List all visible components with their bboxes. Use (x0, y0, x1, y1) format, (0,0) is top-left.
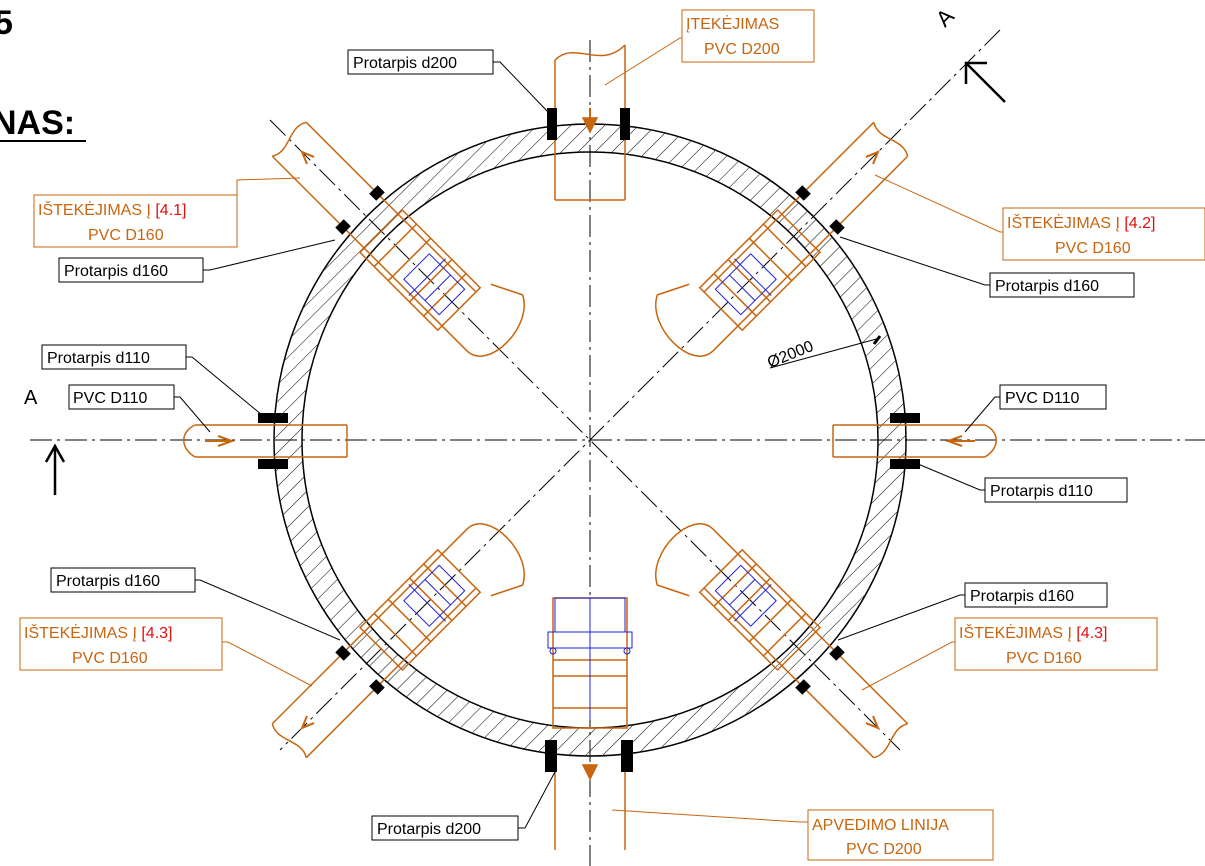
section-letter-left: A (24, 387, 38, 409)
callout-inlet-top: ĮTEKĖJIMAS PVC D200 (681, 9, 815, 63)
svg-text:PVC D200: PVC D200 (704, 41, 780, 58)
inlet-pipe-top (547, 44, 630, 201)
spacer-label-lower-right-d160: Protarpis d160 (964, 582, 1108, 608)
svg-text:Protarpis d200: Protarpis d200 (377, 821, 481, 838)
section-mark-left: A (24, 387, 66, 495)
spacer-left-top (258, 413, 288, 423)
svg-text:IŠTEKĖJIMAS Į [4.3]: IŠTEKĖJIMAS Į [4.3] (959, 623, 1108, 642)
svg-text:Protarpis d200: Protarpis d200 (353, 55, 457, 72)
svg-text:Protarpis d110: Protarpis d110 (990, 483, 1093, 500)
svg-text:IŠTEKĖJIMAS Į [4.3]: IŠTEKĖJIMAS Į [4.3] (24, 623, 173, 642)
svg-text:Protarpis d110: Protarpis d110 (47, 350, 150, 367)
header-title: NAS: (0, 104, 75, 142)
pipe-outlet-lower-right (655, 523, 909, 759)
svg-text:Protarpis d160: Protarpis d160 (995, 278, 1099, 295)
svg-text:Protarpis d160: Protarpis d160 (64, 263, 168, 280)
bypass-fitting (547, 597, 633, 720)
pipe-outlet-lower-left (271, 523, 525, 759)
spacer-label-upper-right-d160: Protarpis d160 (989, 272, 1135, 298)
svg-text:PVC D110: PVC D110 (1005, 390, 1080, 407)
pvc-label-left: PVC D110 (68, 384, 175, 410)
pipe-outlet-upper-left (271, 121, 525, 357)
spacer-label-upper-left-d160: Protarpis d160 (58, 257, 204, 283)
svg-text:Protarpis d160: Protarpis d160 (970, 588, 1074, 605)
spacer-label-bottom-d200: Protarpis d200 (371, 815, 519, 841)
spacer-label-lower-left-d160: Protarpis d160 (50, 567, 196, 593)
svg-text:PVC D160: PVC D160 (1006, 650, 1082, 667)
spacer-right-top (890, 413, 920, 423)
pipe-left-d110 (183, 424, 348, 458)
pipe-outlet-upper-right (655, 121, 909, 357)
callout-outlet-4-3-left: IŠTEKĖJIMAS Į [4.3] PVC D160 (19, 617, 223, 671)
callout-outlet-4-1: IŠTEKĖJIMAS Į [4.1] PVC D160 (33, 194, 238, 248)
section-letter-top: A (931, 3, 959, 31)
svg-text:PVC D200: PVC D200 (846, 841, 922, 858)
pvc-label-right: PVC D110 (999, 384, 1107, 410)
spacer-label-right-d110: Protarpis d110 (984, 477, 1128, 503)
svg-text:PVC D160: PVC D160 (1055, 240, 1131, 257)
spacer-label-left-d110: Protarpis d110 (41, 344, 187, 370)
pipe-right-d110 (832, 424, 997, 458)
callout-bypass: APVEDIMO LINIJA PVC D200 (807, 809, 994, 861)
svg-text:APVEDIMO LINIJA: APVEDIMO LINIJA (812, 817, 949, 834)
spacer-left-bottom (258, 459, 288, 469)
callout-outlet-4-2: IŠTEKĖJIMAS Į [4.2] PVC D160 (1002, 207, 1205, 261)
svg-text:IŠTEKĖJIMAS Į [4.1]: IŠTEKĖJIMAS Į [4.1] (38, 200, 187, 219)
svg-text:IŠTEKĖJIMAS Į [4.2]: IŠTEKĖJIMAS Į [4.2] (1007, 213, 1156, 232)
spacer-label-top-d200: Protarpis d200 (347, 49, 494, 75)
svg-text:Protarpis d160: Protarpis d160 (56, 573, 160, 590)
section-mark-top: A (931, 3, 1006, 103)
svg-text:PVC D110: PVC D110 (73, 390, 148, 407)
svg-text:PVC D160: PVC D160 (72, 650, 148, 667)
callout-outlet-4-3-right: IŠTEKĖJIMAS Į [4.3] PVC D160 (954, 617, 1158, 671)
svg-text:PVC D160: PVC D160 (88, 227, 164, 244)
header-number: 5 (0, 4, 13, 42)
spacer-right-bottom (890, 459, 920, 469)
svg-text:ĮTEKĖJIMAS: ĮTEKĖJIMAS (686, 14, 779, 33)
leader-lines (174, 37, 1003, 829)
